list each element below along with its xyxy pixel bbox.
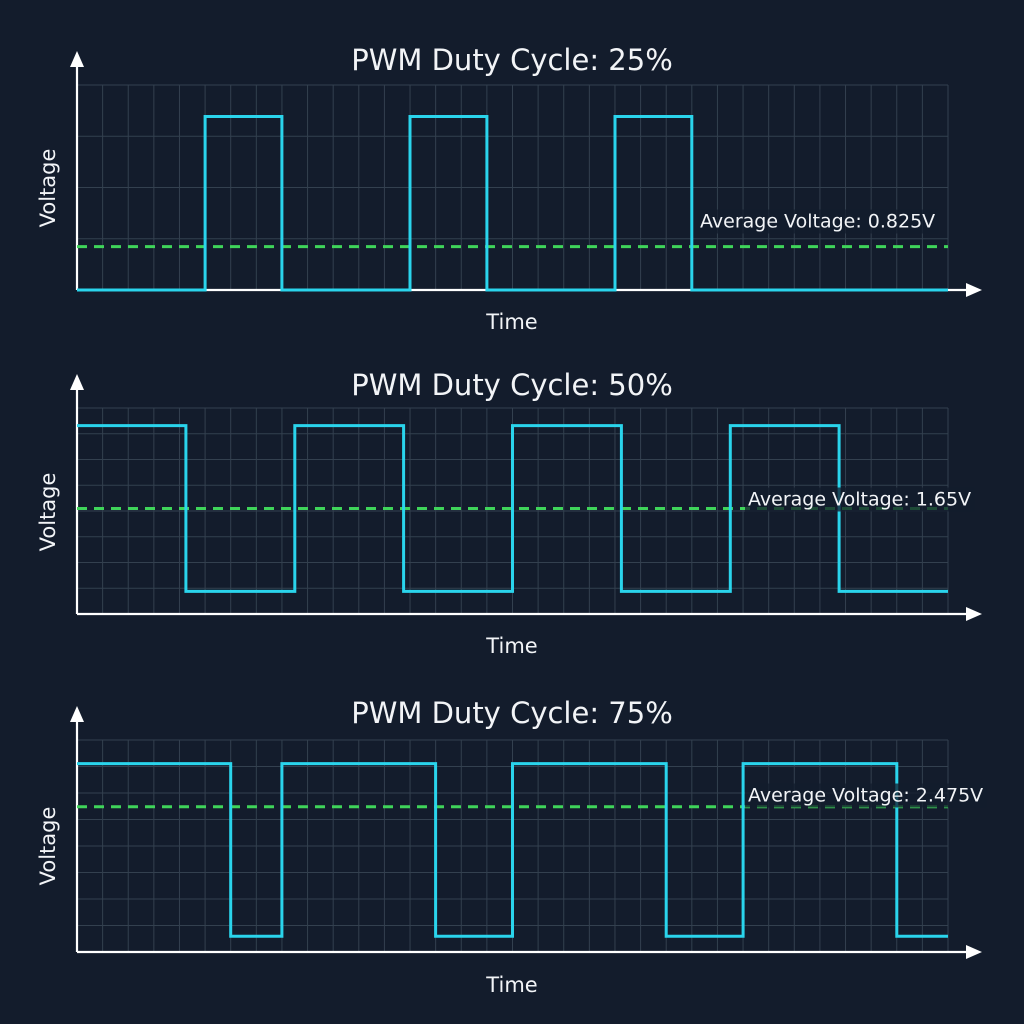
x-axis-label: Time [485, 634, 537, 658]
average-voltage-label: Average Voltage: 2.475V [748, 785, 983, 807]
average-label-backing [745, 487, 975, 512]
chart-title: PWM Duty Cycle: 75% [351, 696, 673, 730]
y-axis-arrow [70, 51, 84, 67]
average-label-backing [697, 209, 939, 234]
chart-title: PWM Duty Cycle: 50% [351, 368, 673, 402]
y-axis-label: Voltage [36, 149, 60, 228]
y-axis-arrow [70, 374, 84, 390]
chart-panel-1: PWM Duty Cycle: 25% Time Voltage Average Vo… [36, 43, 982, 334]
x-axis-label: Time [485, 310, 537, 334]
y-axis-label: Voltage [36, 473, 60, 552]
pwm-signal-series [77, 762, 948, 938]
pwm-signal-series [77, 424, 948, 593]
average-voltage-label: Average Voltage: 0.825V [700, 211, 935, 233]
chart-title: PWM Duty Cycle: 25% [351, 43, 673, 77]
average-label-backing [745, 783, 987, 808]
y-axis-arrow [70, 706, 84, 722]
chart-panel-3: PWM Duty Cycle: 75% Time Voltage Average Vo… [36, 696, 987, 997]
x-axis-label: Time [485, 973, 537, 997]
x-axis-arrow [966, 607, 982, 621]
x-axis-arrow [966, 283, 982, 297]
x-axis-arrow [966, 945, 982, 959]
pwm-signal-series [77, 115, 948, 292]
average-voltage-label: Average Voltage: 1.65V [748, 489, 971, 511]
y-axis-label: Voltage [36, 807, 60, 886]
chart-panel-2: PWM Duty Cycle: 50% Time Voltage Average Vo… [36, 368, 982, 658]
